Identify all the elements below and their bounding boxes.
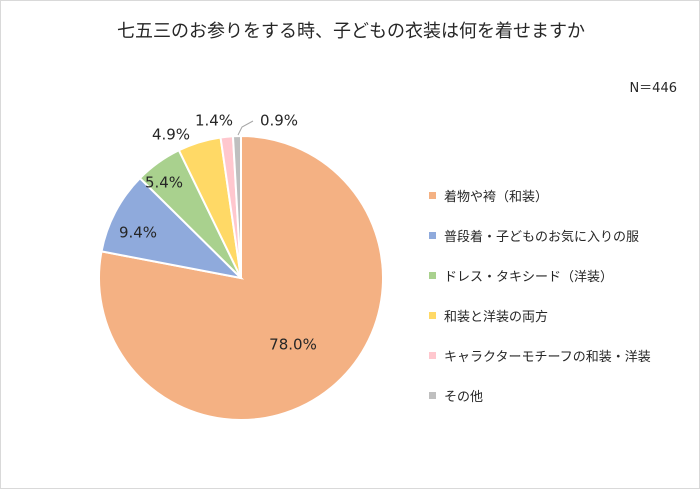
data-label-2: 9.4% [119,224,157,242]
leader-line-other [237,120,254,136]
legend-swatch [429,271,436,279]
legend-swatch [429,191,436,199]
data-label-1: 78.0% [269,336,317,354]
sample-size-note: N＝446 [629,81,677,96]
legend-swatch [429,351,436,359]
data-label-6: 0.9% [260,112,298,130]
legend-label: 和装と洋装の両方 [444,309,549,325]
legend: 着物や袴（和装） 普段着・子どものお気に入りの服 ドレス・タキシード（洋装） 和装と洋… [429,185,651,425]
data-label-5: 1.4% [195,112,233,130]
legend-label: 着物や袴（和装） [444,189,549,205]
legend-swatch [429,311,436,319]
legend-label: キャラクターモチーフの和装・洋装 [444,349,651,365]
legend-item-1: 着物や袴（和装） [429,185,651,205]
legend-item-4: 和装と洋装の両方 [429,305,651,325]
legend-item-3: ドレス・タキシード（洋装） [429,265,651,285]
legend-swatch [429,231,436,239]
legend-item-2: 普段着・子どものお気に入りの服 [429,225,651,245]
chart-title: 七五三のお参りをする時、子どもの衣装は何を着せますか [117,21,585,42]
pie-slice-2 [100,176,245,280]
pie-slice-6 [231,134,242,279]
data-label-4: 4.9% [152,126,190,144]
legend-label: ドレス・タキシード（洋装） [444,269,614,285]
legend-item-5: キャラクターモチーフの和装・洋装 [429,345,651,365]
legend-label: 普段着・子どものお気に入りの服 [444,229,640,245]
legend-label: その他 [444,389,484,405]
data-label-3: 5.4% [145,174,183,192]
legend-item-6: その他 [429,385,651,405]
legend-swatch [429,391,436,399]
